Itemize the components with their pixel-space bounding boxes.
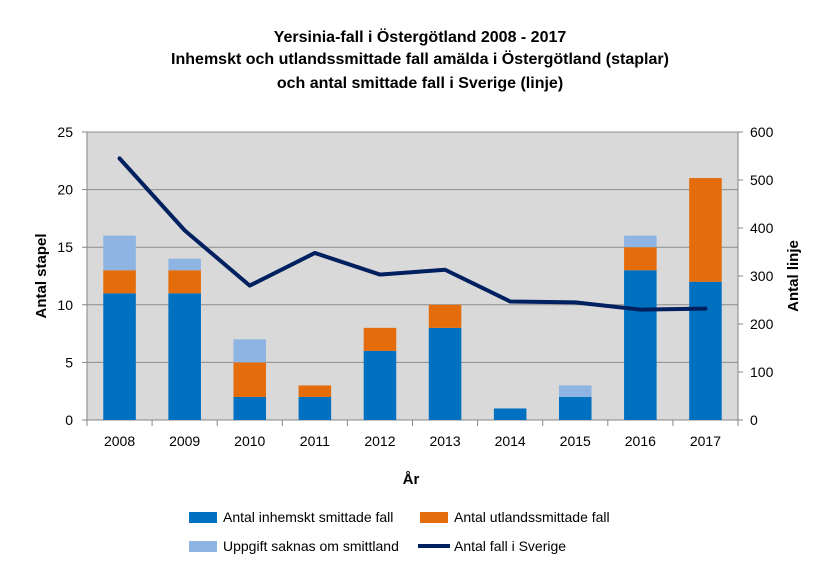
x-tick-label: 2011: [300, 433, 330, 449]
bar-antal-inhemskt-smittade-fall: [168, 293, 201, 420]
y-tick-label: 10: [57, 297, 73, 313]
legend: Antal inhemskt smittade fall Antal utland…: [189, 509, 610, 554]
bar-uppgift-saknas-om-smittland: [624, 235, 657, 248]
legend-swatch: [189, 512, 217, 523]
legend-label: Antal inhemskt smittade fall: [223, 509, 393, 525]
bar-antal-inhemskt-smittade-fall: [428, 327, 462, 420]
line-point: [573, 300, 577, 304]
x-tick-label: 2015: [560, 433, 591, 449]
bar-antal-inhemskt-smittade-fall: [298, 396, 332, 420]
chart-title: Yersinia-fall i Östergötland 2008 - 2017: [274, 27, 567, 46]
line-point: [638, 308, 642, 312]
x-tick-label: 2016: [625, 433, 656, 449]
y2-tick-label: 400: [750, 220, 774, 236]
line-point: [378, 273, 382, 277]
bar-antal-utlandssmittade-fall: [428, 304, 462, 328]
bar-antal-utlandssmittade-fall: [363, 327, 397, 351]
bar-antal-inhemskt-smittade-fall: [233, 396, 267, 420]
line-point: [183, 228, 187, 232]
bar-antal-inhemskt-smittade-fall: [103, 293, 136, 420]
bar-antal-inhemskt-smittade-fall: [363, 350, 397, 420]
x-axis-title: År: [403, 471, 420, 488]
y-tick-label: 25: [57, 124, 73, 140]
bar-antal-inhemskt-smittade-fall: [558, 396, 592, 420]
bar-antal-utlandssmittade-fall: [233, 362, 267, 397]
chart-subtitle-line-1: Inhemskt och utlandssmittade fall amälda…: [171, 49, 669, 68]
bar-antal-inhemskt-smittade-fall: [689, 281, 722, 420]
line-point: [443, 268, 447, 272]
legend-label: Antal utlandssmittade fall: [454, 509, 610, 525]
line-point: [248, 284, 252, 288]
x-tick-label: 2013: [429, 433, 460, 449]
bar-antal-utlandssmittade-fall: [689, 178, 722, 282]
x-tick-label: 2012: [364, 433, 395, 449]
legend-label: Uppgift saknas om smittland: [223, 538, 399, 554]
y2-tick-label: 100: [750, 364, 774, 380]
legend-label: Antal fall i Sverige: [454, 538, 566, 554]
bar-uppgift-saknas-om-smittland: [558, 385, 592, 397]
line-series-sverige: [117, 156, 708, 312]
y-tick-label: 0: [65, 412, 73, 428]
bar-uppgift-saknas-om-smittland: [168, 258, 201, 271]
y-tick-label: 20: [57, 182, 73, 198]
chart-subtitle-line-2: och antal smittade fall i Sverige (linje…: [277, 75, 563, 92]
line-point: [118, 156, 122, 160]
y2-tick-label: 600: [750, 124, 774, 140]
bar-antal-inhemskt-smittade-fall: [624, 270, 657, 420]
x-tick-label: 2014: [495, 433, 526, 449]
bar-antal-utlandssmittade-fall: [624, 247, 657, 271]
y2-tick-label: 0: [750, 412, 758, 428]
line-point: [508, 299, 512, 303]
line-point: [313, 251, 317, 255]
legend-swatch: [420, 512, 448, 523]
y2-tick-label: 500: [750, 172, 774, 188]
bar-antal-inhemskt-smittade-fall: [493, 408, 527, 420]
x-tick-label: 2009: [169, 433, 200, 449]
y-axis-title: Antal stapel: [33, 233, 50, 318]
y2-tick-label: 300: [750, 268, 774, 284]
legend-swatch: [189, 541, 217, 552]
y2-axis-title: Antal linje: [785, 240, 802, 312]
x-tick-label: 2008: [104, 433, 135, 449]
bar-uppgift-saknas-om-smittland: [233, 339, 267, 363]
x-tick-label: 2010: [234, 433, 265, 449]
y-tick-label: 15: [57, 239, 73, 255]
x-tick-label: 2017: [690, 433, 721, 449]
bar-antal-utlandssmittade-fall: [298, 385, 332, 397]
bar-antal-utlandssmittade-fall: [168, 270, 201, 294]
bar-antal-utlandssmittade-fall: [103, 270, 136, 294]
y2-tick-label: 200: [750, 316, 774, 332]
bar-uppgift-saknas-om-smittland: [103, 235, 136, 271]
y-tick-label: 5: [65, 354, 73, 370]
line-point: [703, 307, 707, 311]
